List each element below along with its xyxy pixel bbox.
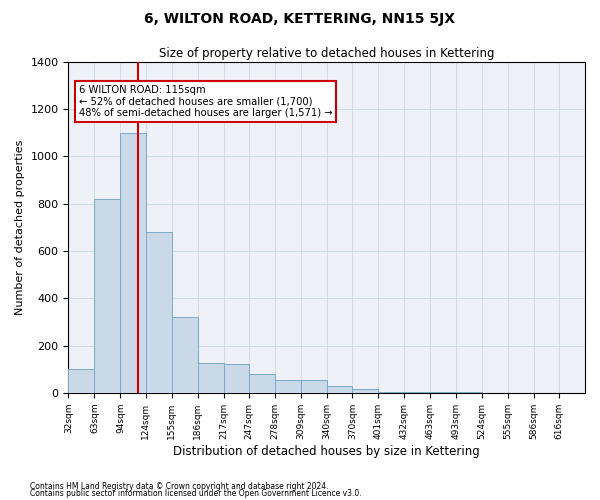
X-axis label: Distribution of detached houses by size in Kettering: Distribution of detached houses by size … (173, 444, 480, 458)
Bar (121, 132, 146, 393)
Bar (198, 364, 224, 393)
Bar (224, 364, 249, 393)
Text: Contains HM Land Registry data © Crown copyright and database right 2024.: Contains HM Land Registry data © Crown c… (30, 482, 329, 491)
Bar (275, 380, 301, 393)
Bar (249, 374, 275, 393)
Bar (68, 369, 94, 393)
Bar (146, 232, 172, 393)
Bar (379, 392, 404, 393)
Bar (301, 380, 327, 393)
Bar (352, 390, 379, 393)
Text: 6 WILTON ROAD: 115sqm
← 52% of detached houses are smaller (1,700)
48% of semi-d: 6 WILTON ROAD: 115sqm ← 52% of detached … (79, 85, 332, 118)
Title: Size of property relative to detached houses in Kettering: Size of property relative to detached ho… (159, 48, 494, 60)
Bar (94, 199, 121, 393)
Text: Contains public sector information licensed under the Open Government Licence v3: Contains public sector information licen… (30, 490, 362, 498)
Bar (172, 317, 198, 393)
Bar (327, 386, 352, 393)
Y-axis label: Number of detached properties: Number of detached properties (15, 140, 25, 315)
Text: 6, WILTON ROAD, KETTERING, NN15 5JX: 6, WILTON ROAD, KETTERING, NN15 5JX (145, 12, 455, 26)
